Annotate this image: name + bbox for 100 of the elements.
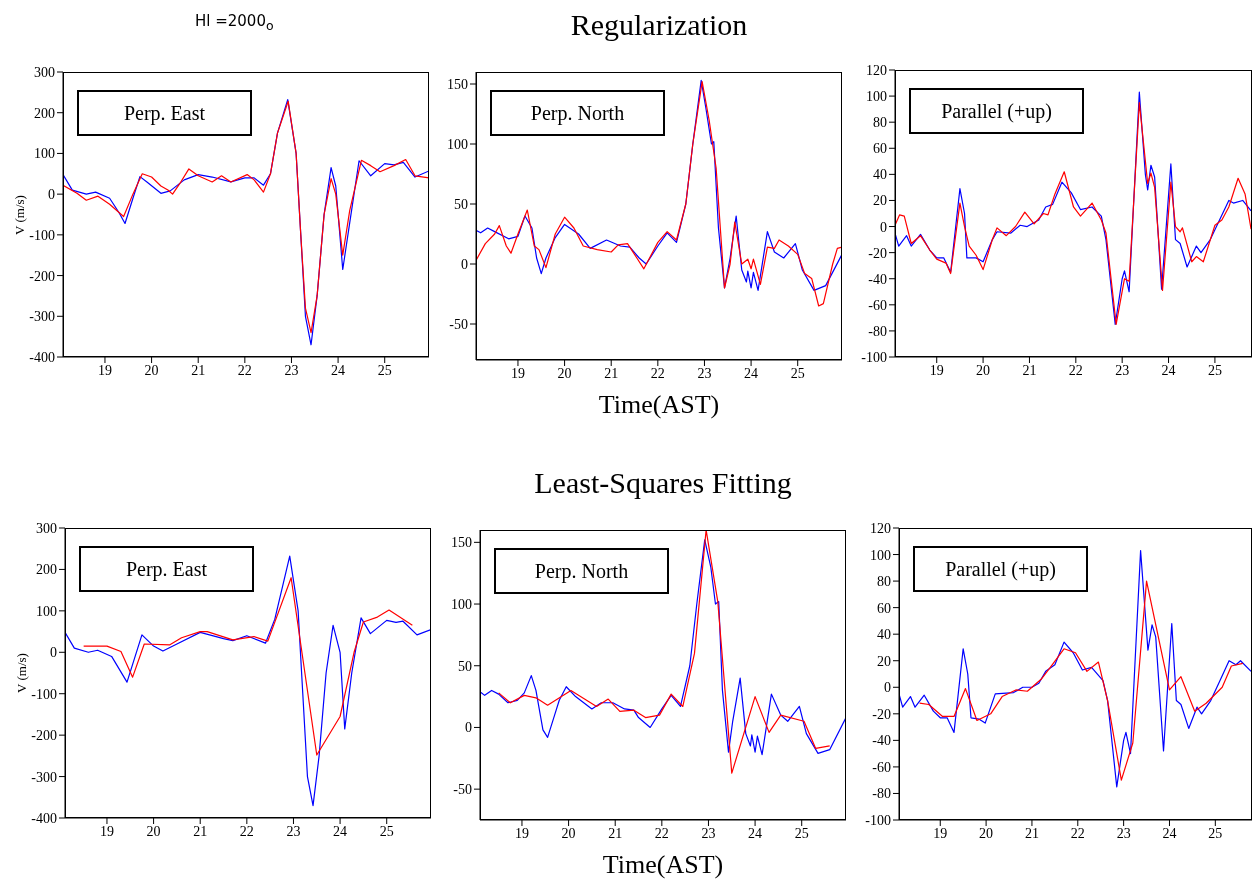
y-tick-label: -40 bbox=[872, 733, 891, 749]
x-tick-label: 24 bbox=[1161, 362, 1176, 378]
y-tick-label: -100 bbox=[29, 227, 55, 243]
y-tick-label: 100 bbox=[870, 547, 891, 563]
y-tick-label: -100 bbox=[861, 349, 887, 365]
line-series bbox=[899, 549, 1252, 788]
y-tick-label: 0 bbox=[461, 256, 468, 272]
y-tick-label: 200 bbox=[34, 105, 55, 121]
x-tick-label: 19 bbox=[933, 825, 948, 841]
x-tick-label: 20 bbox=[557, 365, 572, 381]
y-tick-label: 120 bbox=[866, 62, 887, 78]
x-tick-label: 19 bbox=[514, 825, 529, 841]
x-tick-label: 21 bbox=[1022, 362, 1037, 378]
x-tick-label: 20 bbox=[976, 362, 991, 378]
x-axis-title: Time(AST) bbox=[597, 390, 721, 420]
y-tick-label: 100 bbox=[866, 89, 887, 105]
x-tick-label: 23 bbox=[697, 365, 712, 381]
x-tick-label: 22 bbox=[1070, 825, 1085, 841]
y-tick-label: -300 bbox=[29, 309, 55, 325]
y-tick-label: -60 bbox=[872, 759, 891, 775]
y-tick-label: -200 bbox=[29, 268, 55, 284]
y-tick-label: 0 bbox=[880, 219, 887, 235]
x-tick-label: 23 bbox=[1116, 825, 1131, 841]
x-tick-label: 20 bbox=[144, 362, 159, 378]
y-tick-label: -50 bbox=[449, 316, 468, 332]
y-tick-label: 20 bbox=[877, 653, 891, 669]
x-tick-label: 21 bbox=[191, 362, 206, 378]
y-tick-label: -40 bbox=[868, 271, 887, 287]
y-tick-label: 20 bbox=[873, 193, 887, 209]
y-tick-label: 60 bbox=[873, 141, 887, 157]
y-axis-title: V (m/s) bbox=[11, 193, 28, 237]
y-tick-label: -400 bbox=[31, 810, 57, 826]
y-tick-label: 40 bbox=[877, 627, 891, 643]
y-tick-label: 40 bbox=[873, 167, 887, 183]
x-tick-label: 21 bbox=[1024, 825, 1039, 841]
x-tick-label: 25 bbox=[1208, 825, 1223, 841]
x-tick-label: 23 bbox=[1115, 362, 1130, 378]
y-tick-label: 300 bbox=[36, 520, 57, 536]
y-tick-label: 100 bbox=[36, 603, 57, 619]
y-tick-label: 300 bbox=[34, 64, 55, 80]
y-tick-label: -20 bbox=[868, 245, 887, 261]
x-tick-label: 23 bbox=[701, 825, 716, 841]
y-tick-label: -100 bbox=[31, 686, 57, 702]
y-tick-label: 0 bbox=[884, 680, 891, 696]
x-tick-label: 21 bbox=[604, 365, 619, 381]
y-tick-label: 0 bbox=[50, 645, 57, 661]
y-tick-label: 150 bbox=[451, 535, 472, 551]
x-tick-label: 25 bbox=[794, 825, 809, 841]
x-tick-label: 19 bbox=[510, 365, 525, 381]
y-tick-label: 200 bbox=[36, 562, 57, 578]
y-tick-label: -100 bbox=[865, 812, 891, 828]
y-tick-label: 0 bbox=[48, 187, 55, 203]
line-series bbox=[919, 580, 1244, 781]
y-tick-label: -200 bbox=[31, 728, 57, 744]
x-tick-label: 19 bbox=[929, 362, 944, 378]
x-axis-title: Time(AST) bbox=[601, 850, 725, 880]
y-tick-label: 50 bbox=[458, 658, 472, 674]
chart-title: Regularization bbox=[569, 8, 749, 42]
y-tick-label: -80 bbox=[872, 786, 891, 802]
y-tick-label: 120 bbox=[870, 520, 891, 536]
y-tick-label: 100 bbox=[451, 597, 472, 613]
x-tick-label: 25 bbox=[1207, 362, 1222, 378]
y-tick-label: 100 bbox=[447, 136, 468, 152]
x-tick-label: 20 bbox=[979, 825, 994, 841]
y-tick-label: 80 bbox=[873, 115, 887, 131]
x-tick-label: 25 bbox=[379, 823, 394, 839]
chart-title: Least-Squares Fitting bbox=[533, 466, 793, 500]
x-tick-label: 25 bbox=[377, 362, 392, 378]
y-tick-label: 150 bbox=[447, 76, 468, 92]
x-tick-label: 23 bbox=[286, 823, 301, 839]
y-tick-label: 0 bbox=[465, 720, 472, 736]
y-axis-title: V (m/s) bbox=[13, 652, 30, 695]
y-tick-label: -20 bbox=[872, 706, 891, 722]
x-tick-label: 20 bbox=[146, 823, 161, 839]
x-tick-label: 24 bbox=[333, 823, 348, 839]
line-series bbox=[498, 530, 831, 774]
y-tick-label: -80 bbox=[868, 323, 887, 339]
y-tick-label: -300 bbox=[31, 769, 57, 785]
y-tick-label: 60 bbox=[877, 600, 891, 616]
x-tick-label: 22 bbox=[237, 362, 252, 378]
x-tick-label: 24 bbox=[331, 362, 346, 378]
line-series bbox=[480, 539, 846, 756]
x-tick-label: 22 bbox=[654, 825, 669, 841]
y-tick-label: 100 bbox=[34, 146, 55, 162]
text: Hl =2000$_{o}$ bbox=[195, 12, 274, 33]
y-tick-label: -400 bbox=[29, 349, 55, 365]
x-tick-label: 24 bbox=[748, 825, 763, 841]
x-tick-label: 21 bbox=[193, 823, 208, 839]
x-tick-label: 21 bbox=[608, 825, 623, 841]
x-tick-label: 22 bbox=[239, 823, 254, 839]
y-tick-label: 50 bbox=[454, 196, 468, 212]
x-tick-label: 19 bbox=[97, 362, 112, 378]
x-tick-label: 25 bbox=[790, 365, 805, 381]
x-tick-label: 22 bbox=[650, 365, 665, 381]
x-tick-label: 20 bbox=[561, 825, 576, 841]
x-tick-label: 24 bbox=[1162, 825, 1177, 841]
y-tick-label: -50 bbox=[453, 782, 472, 798]
x-tick-label: 19 bbox=[99, 823, 114, 839]
y-tick-label: 80 bbox=[877, 574, 891, 590]
y-tick-label: -60 bbox=[868, 297, 887, 313]
